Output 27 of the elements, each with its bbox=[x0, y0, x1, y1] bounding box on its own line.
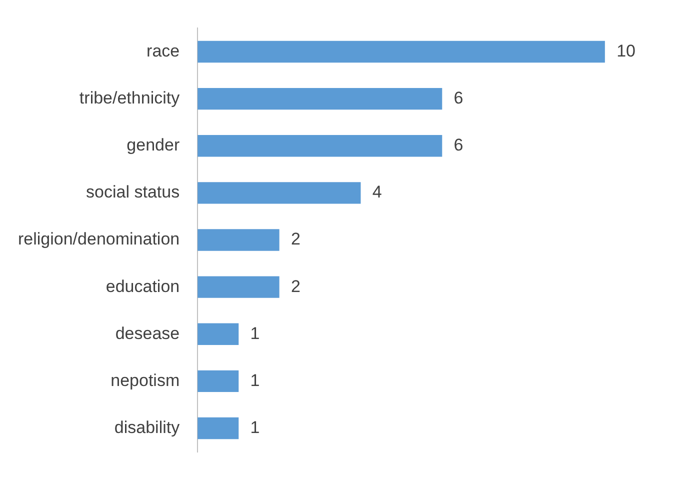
bar bbox=[198, 88, 442, 110]
bar bbox=[198, 135, 442, 157]
data-label: 2 bbox=[291, 276, 300, 296]
y-tick-label: desease bbox=[115, 324, 180, 343]
data-label: 1 bbox=[250, 418, 260, 437]
bar bbox=[198, 276, 280, 298]
data-label: 10 bbox=[616, 41, 636, 60]
data-label: 6 bbox=[454, 136, 464, 155]
bar bbox=[198, 370, 239, 392]
y-tick-label: gender bbox=[126, 136, 180, 155]
y-tick-label: education bbox=[106, 276, 180, 296]
y-tick-label: social status bbox=[86, 182, 180, 202]
data-label: 4 bbox=[372, 182, 382, 202]
data-label: 1 bbox=[250, 324, 260, 343]
y-tick-label: tribe/ethnicity bbox=[79, 88, 180, 108]
data-label: 2 bbox=[291, 230, 300, 249]
y-tick-label: religion/denomination bbox=[18, 230, 180, 249]
data-label: 1 bbox=[250, 370, 260, 390]
y-tick-label: disability bbox=[114, 418, 180, 437]
bar bbox=[198, 229, 280, 251]
y-tick-label: nepotism bbox=[110, 370, 180, 390]
bar bbox=[198, 182, 361, 204]
y-tick-label: race bbox=[146, 41, 180, 60]
bar bbox=[198, 417, 239, 440]
bar bbox=[198, 40, 605, 63]
bar bbox=[198, 323, 239, 345]
data-label: 6 bbox=[454, 88, 464, 108]
